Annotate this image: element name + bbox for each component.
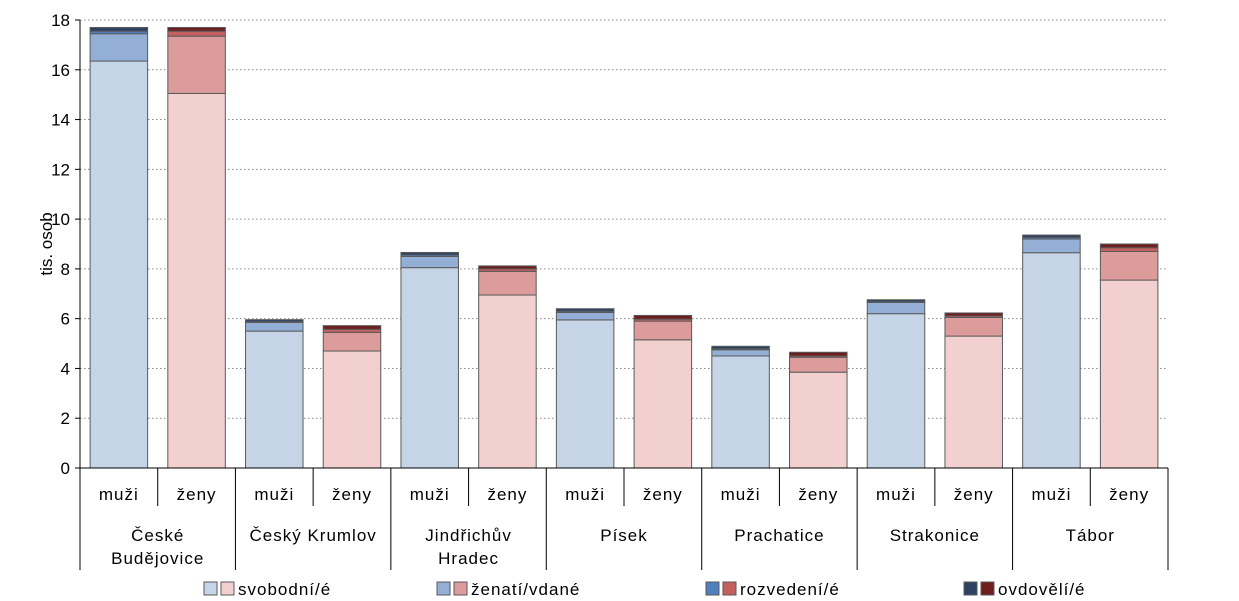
bar-segment bbox=[555, 319, 615, 469]
bar-segment bbox=[89, 60, 149, 469]
bar-segment bbox=[89, 33, 149, 62]
bar-segment bbox=[167, 35, 226, 94]
y-tick-label: 2 bbox=[61, 409, 70, 428]
bar-segment bbox=[633, 314, 693, 320]
bar-segment bbox=[711, 345, 770, 350]
bar-segment bbox=[400, 251, 459, 256]
bar-segment bbox=[322, 350, 382, 469]
bar-segment bbox=[1099, 250, 1159, 281]
axes bbox=[75, 19, 1169, 570]
bar-segment bbox=[866, 299, 926, 303]
bar-segment bbox=[789, 351, 848, 357]
x-group-label: Český Krumlov bbox=[249, 526, 376, 545]
x-tick-label: muži bbox=[1031, 485, 1071, 504]
bar-segment bbox=[167, 92, 226, 469]
bar-segment bbox=[1022, 234, 1081, 239]
bar-segment bbox=[866, 301, 926, 315]
bar-segment bbox=[944, 335, 1003, 469]
x-group-label: České Budějovice bbox=[111, 526, 204, 568]
x-category-labels: muži ženy muži ženy muži ženy muži ženy muži ženy… bbox=[99, 485, 1149, 504]
y-tick-label: 16 bbox=[51, 61, 70, 80]
x-group-label: Prachatice bbox=[734, 526, 824, 545]
x-tick-label: ženy bbox=[643, 485, 683, 504]
bar-segment bbox=[1022, 252, 1081, 469]
bar-segment bbox=[245, 321, 304, 332]
bar-segment bbox=[167, 26, 226, 32]
bar-segment bbox=[478, 265, 537, 270]
y-tick-label: 18 bbox=[51, 11, 70, 30]
bar-segment bbox=[245, 330, 304, 469]
bar-segment bbox=[322, 325, 382, 330]
bar-segment bbox=[555, 308, 615, 312]
x-group-label: Písek bbox=[600, 526, 648, 545]
bar-segment bbox=[944, 316, 1003, 337]
bar-segment bbox=[245, 319, 304, 323]
x-tick-label: ženy bbox=[332, 485, 372, 504]
legend-swatch-zeny bbox=[220, 581, 235, 596]
bar-segment bbox=[633, 339, 693, 469]
legend: svobodní/é ženatí/vdané rozvedení/é ovdověl… bbox=[203, 580, 1086, 599]
bar-segment bbox=[944, 312, 1003, 317]
x-group-label: Jindřichův Hradec bbox=[425, 526, 512, 568]
x-tick-label: ženy bbox=[177, 485, 217, 504]
bar-segment bbox=[167, 30, 226, 37]
y-tick-label: 14 bbox=[51, 111, 70, 130]
legend-swatch-zeny bbox=[453, 581, 468, 596]
bar-segment bbox=[1099, 279, 1159, 469]
bar-segment bbox=[789, 356, 848, 373]
x-tick-label: ženy bbox=[487, 485, 527, 504]
bar-segment bbox=[633, 320, 693, 341]
y-tick-label: 6 bbox=[61, 310, 70, 329]
bar-segment bbox=[89, 26, 149, 32]
x-tick-label: ženy bbox=[954, 485, 994, 504]
x-tick-label: muži bbox=[876, 485, 916, 504]
legend-swatch-zeny bbox=[722, 581, 737, 596]
y-tick-label: 0 bbox=[61, 459, 70, 478]
y-tick-label: 12 bbox=[51, 160, 70, 179]
y-tick-labels: 0 2 4 6 8 10 12 14 16 18 bbox=[51, 11, 70, 478]
x-group-labels: České Budějovice Český Krumlov Jindřichův Hr… bbox=[111, 526, 1115, 568]
bar-segment bbox=[1022, 238, 1081, 254]
y-axis-label: tis. osob bbox=[37, 212, 56, 275]
bar-segment bbox=[711, 355, 770, 469]
x-tick-label: muži bbox=[565, 485, 605, 504]
x-tick-label: muži bbox=[410, 485, 450, 504]
legend-swatch-muzi bbox=[203, 581, 218, 596]
bars bbox=[89, 26, 1159, 469]
bar-segment bbox=[1099, 247, 1159, 252]
x-tick-label: ženy bbox=[798, 485, 838, 504]
gridlines bbox=[80, 19, 1168, 419]
legend-label: ženatí/vdané bbox=[471, 580, 580, 599]
x-tick-label: ženy bbox=[1109, 485, 1149, 504]
bar-segment bbox=[400, 255, 459, 269]
legend-swatch-muzi bbox=[963, 581, 978, 596]
x-group-label: Strakonice bbox=[890, 526, 980, 545]
bar-segment bbox=[866, 313, 926, 469]
bar-segment bbox=[478, 270, 537, 296]
x-group-label: Tábor bbox=[1066, 526, 1115, 545]
y-tick-label: 4 bbox=[61, 359, 70, 378]
y-tick-label: 8 bbox=[61, 260, 70, 279]
legend-swatch-muzi bbox=[705, 581, 720, 596]
legend-label: rozvedení/é bbox=[740, 580, 840, 599]
y-tick-label: 10 bbox=[51, 210, 70, 229]
bar-segment bbox=[400, 267, 459, 469]
bar-segment bbox=[1099, 243, 1159, 249]
bar-segment bbox=[555, 311, 615, 321]
bar-segment bbox=[789, 371, 848, 469]
legend-label: svobodní/é bbox=[238, 580, 331, 599]
bar-segment bbox=[711, 349, 770, 357]
x-tick-label: muži bbox=[254, 485, 294, 504]
x-tick-label: muži bbox=[721, 485, 761, 504]
bar-segment bbox=[322, 331, 382, 352]
legend-swatch-muzi bbox=[436, 581, 451, 596]
bar-segment bbox=[478, 294, 537, 469]
legend-label: ovdovělí/é bbox=[998, 580, 1086, 599]
legend-swatch-zeny bbox=[980, 581, 995, 596]
x-tick-label: muži bbox=[99, 485, 139, 504]
